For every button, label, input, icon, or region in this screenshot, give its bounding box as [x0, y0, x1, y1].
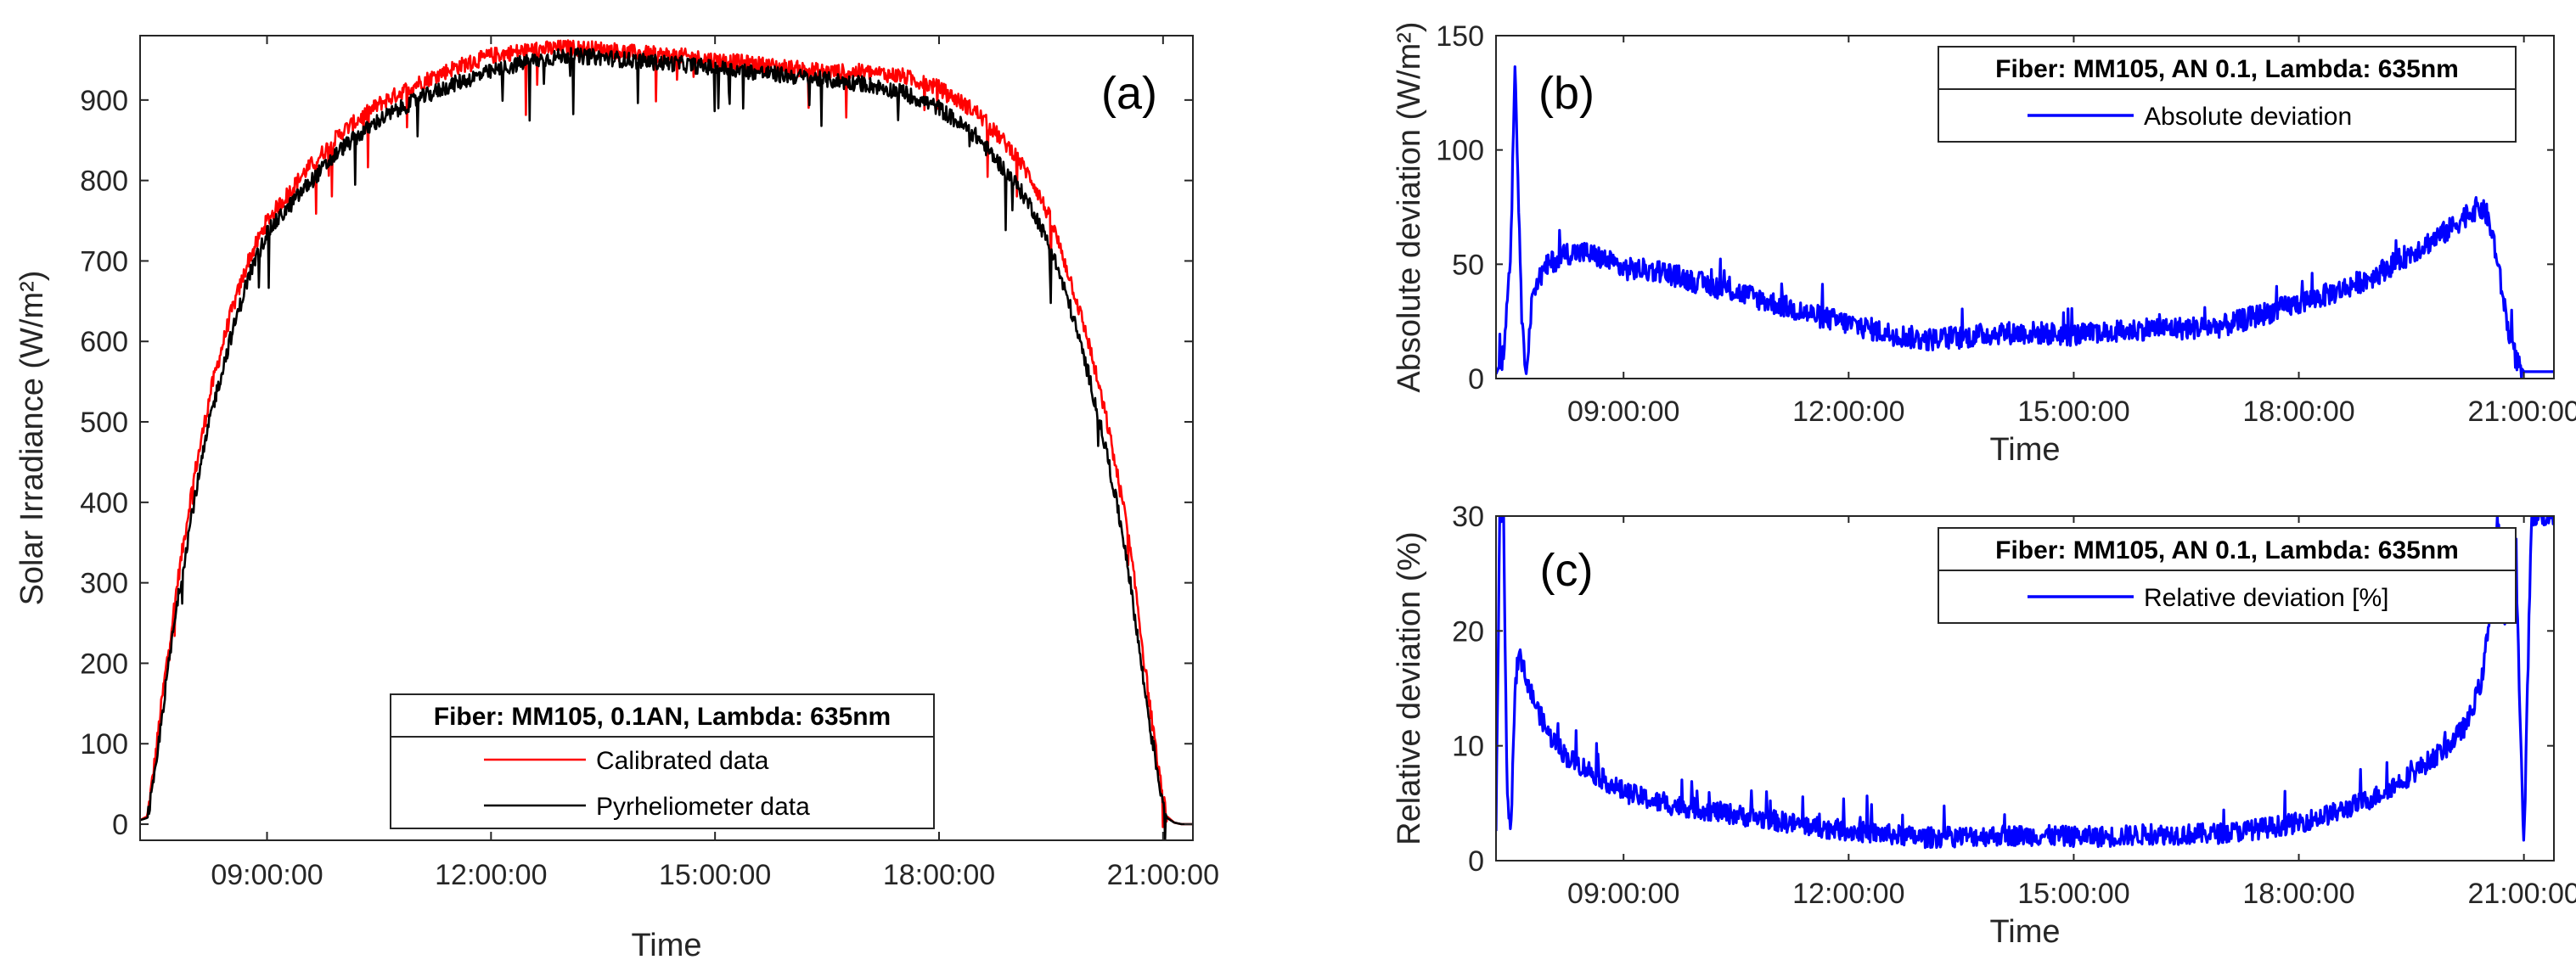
y-tick-label: 30 — [1452, 501, 1484, 533]
y-tick-label: 0 — [1468, 363, 1484, 396]
y-tick-label: 700 — [80, 245, 128, 278]
x-tick-label: 21:00:00 — [2467, 878, 2576, 910]
x-tick-label: 09:00:00 — [1567, 878, 1679, 910]
legend-title: Fiber: MM105, AN 0.1, Lambda: 635nm — [1995, 536, 2459, 564]
x-tick-label: 15:00:00 — [659, 859, 771, 891]
x-axis-title: Time — [1989, 914, 2060, 950]
legend-title: Fiber: MM105, AN 0.1, Lambda: 635nm — [1995, 55, 2459, 83]
x-tick-label: 18:00:00 — [2242, 396, 2354, 428]
y-tick-label: 900 — [80, 85, 128, 117]
x-tick-label: 09:00:00 — [211, 859, 323, 891]
y-tick-label: 50 — [1452, 249, 1484, 281]
axes-box — [139, 35, 1194, 841]
legend-entry: Calibrated data — [596, 747, 769, 775]
panel-label: (c) — [1540, 545, 1594, 596]
y-tick-label: 0 — [112, 809, 128, 841]
x-tick-label: 18:00:00 — [883, 859, 995, 891]
y-tick-label: 10 — [1452, 731, 1484, 763]
y-tick-label: 200 — [80, 648, 128, 680]
panel-b: 09:00:00 12:00:00 15:00:00 18:00:00 21:00:00… — [1392, 20, 2576, 468]
y-tick-label: 150 — [1436, 20, 1484, 53]
x-axis-title: Time — [631, 928, 701, 963]
x-tick-label: 18:00:00 — [2242, 878, 2354, 910]
legend-box — [1938, 46, 2517, 143]
axes-box — [1495, 35, 2555, 379]
legend-entry: Pyrheliometer data — [596, 793, 810, 821]
legend-box — [390, 693, 935, 829]
legend-entry: Relative deviation [%] — [2144, 584, 2389, 612]
legend: Fiber: MM105, 0.1AN, Lambda: 635nm Calibr… — [390, 693, 935, 829]
y-tick-label: 20 — [1452, 615, 1484, 648]
panel-c: 09:00:00 12:00:00 15:00:00 18:00:00 21:00:00… — [1392, 501, 2576, 950]
x-axis-title: Time — [1989, 432, 2060, 468]
panel-a: 09:00:00 12:00:00 15:00:00 18:00:00 21:00:00… — [14, 35, 1219, 963]
legend-entry: Absolute deviation — [2144, 103, 2352, 131]
y-axis-title: Relative deviation (%) — [1392, 531, 1427, 845]
y-tick-label: 0 — [1468, 845, 1484, 878]
y-tick-label: 400 — [80, 487, 128, 519]
y-axis-title: Absolute deviation (W/m²) — [1392, 21, 1427, 392]
x-tick-label: 12:00:00 — [435, 859, 547, 891]
series-line-relative-deviation — [1496, 516, 2554, 850]
x-tick-label: 15:00:00 — [2017, 396, 2129, 428]
axes-box — [1495, 515, 2555, 862]
y-axis-title: Solar Irradiance (W/m²) — [14, 271, 50, 606]
x-tick-label: 12:00:00 — [1792, 396, 1904, 428]
y-tick-label: 600 — [80, 326, 128, 358]
x-tick-label: 12:00:00 — [1792, 878, 1904, 910]
y-tick-label: 100 — [1436, 135, 1484, 167]
y-tick-label: 100 — [80, 728, 128, 761]
panel-label: (b) — [1538, 68, 1595, 119]
legend-title: Fiber: MM105, 0.1AN, Lambda: 635nm — [434, 703, 891, 731]
legend: Fiber: MM105, AN 0.1, Lambda: 635nm Absol… — [1938, 46, 2517, 143]
series-line-pyrheliometer-data — [140, 47, 1193, 840]
series-line-absolute-deviation — [1496, 65, 2554, 379]
x-tick-label: 21:00:00 — [2467, 396, 2576, 428]
x-tick-label: 09:00:00 — [1567, 396, 1679, 428]
y-tick-label: 800 — [80, 166, 128, 198]
x-tick-label: 15:00:00 — [2017, 878, 2129, 910]
x-tick-label: 21:00:00 — [1107, 859, 1219, 891]
legend: Fiber: MM105, AN 0.1, Lambda: 635nm Relat… — [1938, 527, 2517, 624]
y-tick-label: 300 — [80, 568, 128, 600]
y-tick-label: 500 — [80, 407, 128, 439]
series-line-calibrated-data — [140, 39, 1193, 828]
panel-label: (a) — [1101, 68, 1157, 119]
legend-box — [1938, 527, 2517, 624]
